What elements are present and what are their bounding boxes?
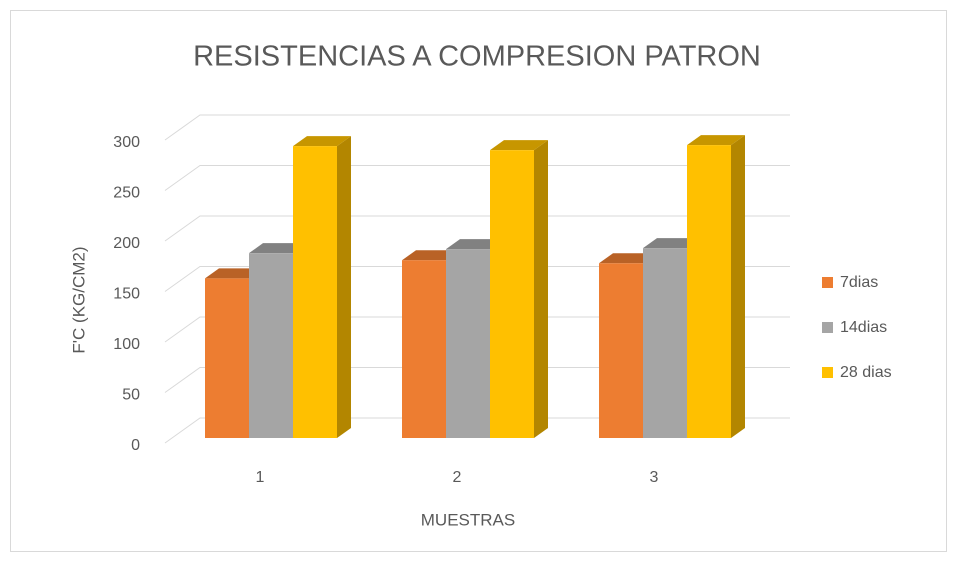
- bar-side: [337, 136, 351, 439]
- bar-front: [490, 150, 534, 438]
- legend-label: 7dias: [840, 274, 878, 291]
- bar-top: [249, 243, 307, 254]
- x-tick-label: 1: [256, 469, 265, 486]
- y-axis-title: F'C (KG/CM2): [69, 246, 88, 353]
- grid-line: [164, 417, 790, 444]
- y-tick-label: 0: [131, 437, 140, 454]
- x-tick-label: 3: [650, 469, 659, 486]
- x-axis-title: MUESTRAS: [421, 510, 515, 529]
- grid-line: [164, 165, 790, 191]
- legend-swatch: [822, 322, 833, 333]
- grid-line: [164, 367, 790, 393]
- bar: [687, 135, 745, 438]
- bar-front: [687, 145, 731, 438]
- bar-side: [534, 140, 548, 438]
- legend-swatch: [822, 367, 833, 378]
- y-tick-label: 150: [113, 286, 140, 303]
- bar: [490, 140, 548, 438]
- bar-front: [599, 263, 643, 438]
- bar-top: [205, 268, 263, 279]
- bar-front: [643, 248, 687, 438]
- grid-line: [164, 114, 790, 141]
- bar-side: [731, 135, 745, 438]
- legend-label: 28 dias: [840, 364, 892, 381]
- bar-front: [205, 278, 249, 438]
- y-tick-label: 200: [113, 235, 140, 252]
- bar: [293, 136, 351, 439]
- bar-top: [490, 140, 548, 151]
- y-tick-label: 100: [113, 336, 140, 353]
- bar-front: [293, 146, 337, 439]
- y-tick-label: 50: [122, 387, 140, 404]
- chart-title: RESISTENCIAS A COMPRESION PATRON: [193, 41, 761, 73]
- legend-swatch: [822, 277, 833, 288]
- grid-line: [164, 215, 790, 242]
- bar-top: [687, 135, 745, 146]
- legend-label: 14dias: [840, 319, 887, 336]
- bar-top: [446, 239, 504, 250]
- bar-front: [446, 249, 490, 438]
- bar-front: [249, 253, 293, 438]
- grid-line: [164, 316, 790, 343]
- bar-top: [599, 253, 657, 264]
- bar-front: [402, 260, 446, 438]
- bar-top: [293, 136, 351, 147]
- x-tick-label: 2: [453, 469, 462, 486]
- bar-top: [643, 238, 701, 249]
- grid-line: [164, 266, 790, 292]
- y-tick-label: 250: [113, 185, 140, 202]
- y-tick-label: 300: [113, 134, 140, 151]
- bar-top: [402, 250, 460, 261]
